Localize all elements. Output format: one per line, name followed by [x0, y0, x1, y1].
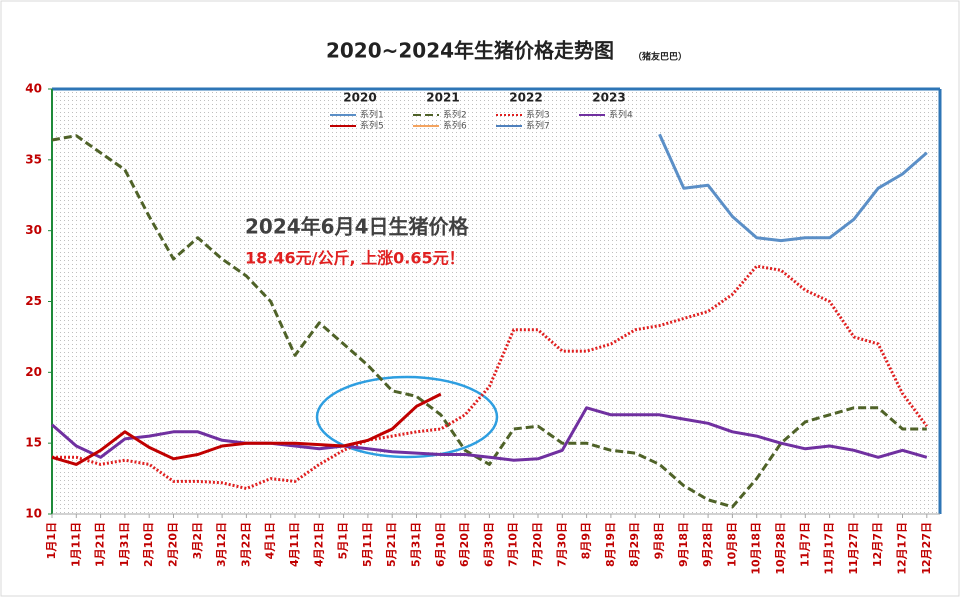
legend-label: 系列5 [360, 120, 384, 132]
x-tick-label: 9月18日 [677, 522, 690, 567]
x-tick-label: 12月17日 [896, 522, 909, 575]
x-tick-label: 11月27日 [847, 522, 860, 575]
x-tick-label: 9月28日 [701, 522, 714, 567]
y-tick-label: 40 [25, 82, 42, 96]
x-tick-label: 5月1日 [337, 522, 350, 559]
x-tick-label: 4月11日 [288, 522, 301, 567]
legend-label: 系列2 [443, 109, 467, 121]
x-tick-label: 1月11日 [69, 522, 82, 567]
y-tick-label: 10 [25, 507, 42, 521]
x-tick-label: 6月30日 [482, 522, 495, 567]
x-tick-label: 1月21日 [94, 522, 107, 567]
annotation: 2024年6月4日生猪价格 [245, 215, 469, 239]
y-tick-label: 20 [25, 365, 42, 379]
legend-label: 系列6 [443, 120, 467, 132]
legend-label: 系列7 [526, 120, 550, 132]
x-tick-label: 10月8日 [725, 522, 738, 567]
series-line [51, 134, 927, 509]
x-tick-label: 5月11日 [361, 522, 374, 567]
x-tick-label: 1月1日 [45, 522, 58, 559]
legend-year: 2020 [343, 91, 376, 105]
legend-label: 系列3 [526, 109, 550, 121]
series-line [52, 264, 929, 490]
x-tick-label: 8月29日 [628, 522, 641, 567]
x-tick-label: 6月10日 [434, 522, 447, 567]
x-tick-label: 9月8日 [653, 522, 666, 559]
series-line [51, 406, 928, 462]
x-tick-label: 7月10日 [507, 522, 520, 567]
legend-year: 2022 [509, 91, 542, 105]
plot-area [52, 89, 940, 514]
x-tick-label: 11月7日 [798, 522, 811, 567]
x-tick-label: 4月21日 [312, 522, 325, 567]
x-tick-label: 8月9日 [580, 522, 593, 559]
x-tick-label: 10月28日 [774, 522, 787, 575]
x-tick-label: 5月31日 [410, 522, 423, 567]
legend-year: 2023 [592, 91, 625, 105]
series-line [658, 133, 928, 243]
legend-label: 系列1 [360, 109, 384, 121]
x-tick-label: 7月30日 [555, 522, 568, 567]
legend-year: 2021 [426, 91, 459, 105]
x-tick-label: 11月17日 [823, 522, 836, 575]
chart-subtitle: （猪友巴巴） [633, 51, 687, 63]
x-tick-label: 3月12日 [215, 522, 228, 567]
legend-label: 系列4 [609, 109, 633, 121]
x-tick-label: 3月22日 [239, 522, 252, 567]
y-tick-label: 15 [25, 436, 42, 450]
x-tick-label: 2月20日 [167, 522, 180, 567]
x-tick-label: 4月1日 [264, 522, 277, 559]
x-tick-label: 12月7日 [871, 522, 884, 567]
x-tick-label: 8月19日 [604, 522, 617, 567]
series-line [51, 392, 442, 466]
y-tick-label: 35 [25, 152, 42, 166]
x-tick-label: 12月27日 [920, 522, 933, 575]
x-tick-label: 10月18日 [750, 522, 763, 575]
x-tick-label: 6月20日 [458, 522, 471, 567]
x-tick-label: 3月2日 [191, 522, 204, 559]
annotation-detail: 18.46元/公斤, 上涨0.65元！ [245, 249, 465, 268]
x-tick-label: 2月10日 [142, 522, 155, 567]
x-tick-label: 5月21日 [385, 522, 398, 567]
chart-title: 2020~2024年生猪价格走势图 [326, 39, 614, 63]
y-tick-label: 25 [25, 294, 42, 308]
x-tick-label: 7月20日 [531, 522, 544, 567]
x-tick-label: 1月31日 [118, 522, 131, 567]
y-tick-label: 30 [25, 223, 42, 237]
highlight-ellipse [315, 375, 499, 459]
